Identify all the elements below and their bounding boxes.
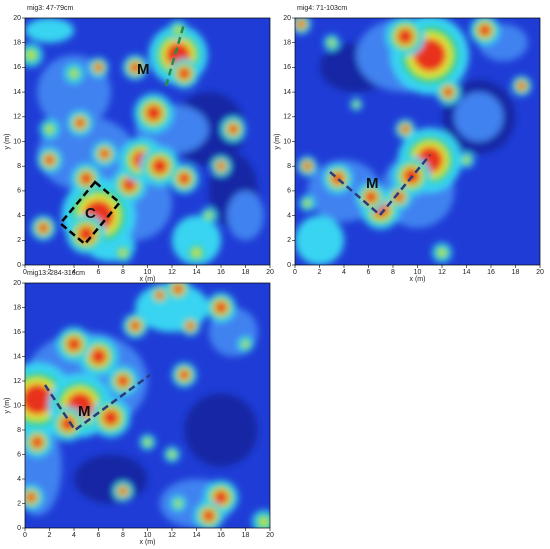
y-tick-label: 0	[17, 262, 21, 269]
dashed-line	[43, 373, 151, 432]
x-tick-label: 12	[168, 532, 176, 539]
y-tick-label: 18	[13, 304, 21, 311]
x-tick-label: 8	[121, 532, 125, 539]
x-tick-label: 14	[193, 269, 201, 276]
x-tick-label: 16	[487, 269, 495, 276]
x-tick-label: 10	[144, 269, 152, 276]
x-tick-label: 10	[144, 532, 152, 539]
y-tick-label: 14	[13, 353, 21, 360]
y-tick-label: 4	[17, 476, 21, 483]
annotation: M	[137, 61, 150, 78]
y-tick-label: 6	[287, 188, 291, 195]
y-tick-label: 18	[283, 40, 291, 47]
y-axis-label: y (m)	[4, 134, 11, 150]
y-tick-label: 18	[13, 40, 21, 47]
annotation: M	[366, 175, 379, 192]
x-tick-label: 4	[72, 532, 76, 539]
dashed-box	[58, 180, 122, 246]
x-tick-label: 14	[463, 269, 471, 276]
y-tick-label: 12	[13, 378, 21, 385]
y-tick-label: 12	[283, 114, 291, 121]
heatmap-image	[25, 283, 270, 528]
heatmap-image	[25, 18, 270, 265]
y-tick-label: 2	[17, 237, 21, 244]
x-tick-label: 0	[23, 532, 27, 539]
annotation: M	[78, 403, 91, 420]
panel-title: mig4: 71-103cm	[297, 5, 347, 12]
x-tick-label: 6	[97, 532, 101, 539]
y-axis-label: y (m)	[4, 398, 11, 414]
x-tick-label: 16	[217, 269, 225, 276]
annotation: C	[85, 205, 96, 222]
y-axis-label: y (m)	[274, 134, 281, 150]
x-tick-label: 12	[438, 269, 446, 276]
x-tick-label: 8	[391, 269, 395, 276]
x-tick-label: 20	[536, 269, 544, 276]
y-tick-label: 2	[17, 500, 21, 507]
y-tick-label: 8	[17, 163, 21, 170]
x-tick-label: 14	[193, 532, 201, 539]
y-tick-label: 12	[13, 114, 21, 121]
x-tick-label: 2	[48, 532, 52, 539]
y-tick-label: 10	[283, 138, 291, 145]
x-tick-label: 20	[266, 532, 274, 539]
x-tick-label: 0	[293, 269, 297, 276]
y-tick-label: 4	[287, 212, 291, 219]
y-tick-label: 2	[287, 237, 291, 244]
panel-title: mig13: 284-316cm	[27, 270, 85, 277]
heatmap-image	[295, 18, 540, 265]
x-axis-label: x (m)	[140, 276, 156, 283]
x-tick-label: 6	[97, 269, 101, 276]
x-tick-label: 18	[512, 269, 520, 276]
y-tick-label: 8	[17, 427, 21, 434]
y-tick-label: 20	[283, 15, 291, 22]
panel-title: mig3: 47-79cm	[27, 5, 73, 12]
x-tick-label: 18	[242, 532, 250, 539]
x-tick-label: 18	[242, 269, 250, 276]
y-tick-label: 20	[13, 15, 21, 22]
y-tick-label: 10	[13, 138, 21, 145]
y-tick-label: 6	[17, 188, 21, 195]
y-tick-label: 14	[283, 89, 291, 96]
y-tick-label: 16	[13, 64, 21, 71]
y-tick-label: 10	[13, 402, 21, 409]
x-tick-label: 4	[72, 269, 76, 276]
y-tick-label: 16	[13, 329, 21, 336]
y-tick-label: 0	[17, 525, 21, 532]
y-tick-label: 6	[17, 451, 21, 458]
x-tick-label: 0	[23, 269, 27, 276]
y-tick-label: 20	[13, 280, 21, 287]
x-axis-label: x (m)	[140, 539, 156, 546]
x-tick-label: 20	[266, 269, 274, 276]
x-tick-label: 4	[342, 269, 346, 276]
x-tick-label: 2	[318, 269, 322, 276]
x-tick-label: 8	[121, 269, 125, 276]
x-tick-label: 10	[414, 269, 422, 276]
y-tick-label: 8	[287, 163, 291, 170]
x-axis-label: x (m)	[410, 276, 426, 283]
x-tick-label: 16	[217, 532, 225, 539]
y-tick-label: 16	[283, 64, 291, 71]
x-tick-label: 12	[168, 269, 176, 276]
y-tick-label: 0	[287, 262, 291, 269]
y-tick-label: 14	[13, 89, 21, 96]
x-tick-label: 2	[48, 269, 52, 276]
x-tick-label: 6	[367, 269, 371, 276]
y-tick-label: 4	[17, 212, 21, 219]
